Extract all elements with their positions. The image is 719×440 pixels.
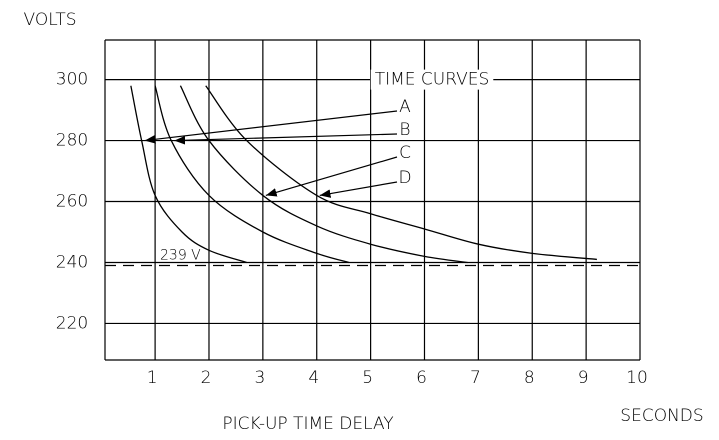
reference-label: 239 V xyxy=(160,248,201,264)
legend-label: B xyxy=(399,120,410,140)
x-tick-label: 9 xyxy=(578,368,589,388)
leader-arrow xyxy=(319,181,398,198)
y-tick-label: 260 xyxy=(56,192,88,212)
x-tick-label: 6 xyxy=(416,368,427,388)
y-tick-label: 280 xyxy=(56,131,88,151)
title-background xyxy=(370,69,494,90)
y-tick-label: 220 xyxy=(56,313,88,333)
x-tick-label: 4 xyxy=(308,368,319,388)
x-tick-label: 5 xyxy=(362,368,373,388)
y-axis-label: VOLTS xyxy=(23,10,76,30)
y-tick-label: 300 xyxy=(56,70,88,90)
leader-arrow xyxy=(265,156,398,197)
x-axis-label: PICK-UP TIME DELAY xyxy=(222,414,393,434)
legend-label: D xyxy=(398,168,411,188)
legend-label: C xyxy=(399,143,411,163)
curve xyxy=(154,85,350,264)
legend-label: A xyxy=(399,97,411,117)
curve xyxy=(205,85,597,261)
x-tick-label: 3 xyxy=(254,368,265,388)
x-tick-label: 1 xyxy=(147,368,158,388)
curve xyxy=(130,85,247,264)
x-tick-label: 7 xyxy=(470,368,481,388)
y-tick-label: 240 xyxy=(56,252,88,272)
leader-arrow xyxy=(174,133,398,145)
chart-title: TIME CURVES xyxy=(375,70,490,90)
x-tick-label: 10 xyxy=(626,368,648,388)
leader-arrow xyxy=(144,110,398,144)
curve xyxy=(179,85,468,264)
x-tick-label: 8 xyxy=(524,368,535,388)
x-unit-label: SECONDS xyxy=(620,406,703,426)
x-tick-label: 2 xyxy=(201,368,212,388)
